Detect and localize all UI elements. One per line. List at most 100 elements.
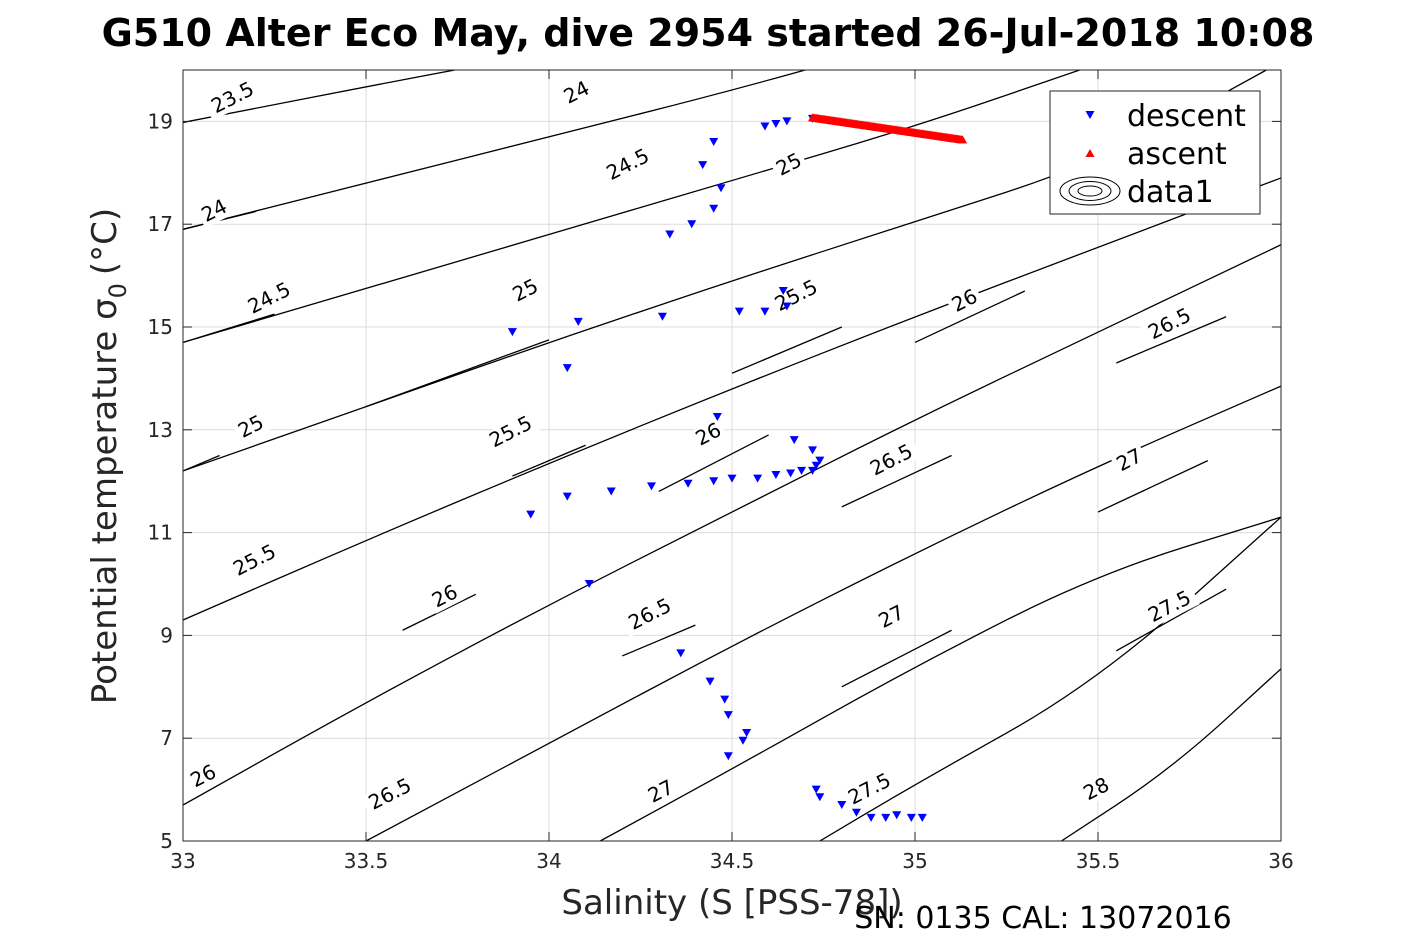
contour-label-bg — [184, 759, 223, 794]
density-contour-line — [183, 70, 808, 230]
descent-point — [606, 487, 616, 496]
contour-label: 26.5 — [861, 438, 922, 484]
descent-point — [808, 466, 818, 475]
contour-label: 27.5 — [1139, 584, 1200, 630]
contour-label: 26.5 — [360, 772, 421, 818]
x-axis-label: Salinity (S [PSS-78]) — [561, 883, 902, 923]
legend-label: data1 — [1127, 175, 1214, 210]
y-axis-label-subscript: 0 — [104, 283, 132, 298]
density-contour-line — [1061, 668, 1281, 841]
descent-point — [815, 793, 825, 802]
descent-point — [782, 117, 792, 126]
axis-ticks: 33 33.5 34 34.5 35 35.5 36 5 7 9 11 13 15 17 19 — [148, 70, 1294, 873]
contour-label-bg — [839, 766, 900, 813]
descent-point — [727, 474, 737, 483]
y-tick-label: 11 — [148, 521, 173, 545]
contour-label-bg — [1139, 301, 1200, 347]
descent-point — [851, 808, 861, 817]
descent-point — [709, 204, 719, 213]
descent-point — [562, 492, 572, 501]
descent-point — [738, 736, 748, 745]
y-tick-label: 13 — [148, 418, 173, 442]
descent-point — [734, 307, 744, 316]
density-contour-line — [914, 290, 1026, 344]
contour-label: 28 — [1077, 772, 1116, 807]
contour-label-bg — [231, 410, 271, 445]
density-contour-line — [819, 516, 1281, 841]
descent-point — [811, 461, 821, 470]
descent-point — [760, 122, 770, 131]
contour-label-bg — [769, 147, 809, 183]
density-contour-line — [183, 70, 459, 124]
contour-label-bg — [1139, 584, 1200, 630]
descent-point — [771, 119, 781, 128]
density-contour-line — [658, 434, 769, 493]
data-series — [507, 113, 968, 822]
contour-label: 26 — [425, 579, 465, 614]
descent-point — [742, 729, 752, 738]
density-contour-line — [841, 454, 952, 508]
contour-label: 25.5 — [224, 538, 285, 584]
contour-label: 25.5 — [766, 273, 827, 319]
descent-point — [786, 469, 796, 478]
density-contour-line — [183, 70, 1080, 344]
ascent-point — [958, 135, 968, 144]
contour-label: 26.5 — [1139, 301, 1200, 347]
descent-point — [716, 184, 726, 193]
contour-label: 24.5 — [598, 142, 659, 188]
y-tick-label: 5 — [160, 829, 173, 853]
descent-point — [683, 479, 693, 488]
x-tick-label: 33.5 — [344, 849, 389, 873]
contour-label-bg — [557, 75, 597, 111]
descent-point — [811, 785, 821, 794]
descent-point — [705, 677, 715, 686]
y-tick-label: 7 — [160, 726, 173, 750]
density-contour-line — [1115, 588, 1227, 652]
descent-point — [720, 695, 730, 704]
chart-title: G510 Alter Eco May, dive 2954 started 26… — [102, 11, 1315, 55]
y-axis-label: Potential temperature σ0 (°C) — [85, 208, 132, 704]
contour-label: 25 — [769, 147, 809, 183]
contour-label-bg — [224, 538, 285, 584]
contour-label-bg — [641, 775, 681, 810]
descent-point — [507, 328, 517, 337]
contour-label: 24 — [557, 75, 597, 111]
descent-point — [892, 811, 902, 820]
legend-box — [1049, 90, 1261, 215]
contour-label: 25 — [506, 273, 545, 308]
contour-label: 26.5 — [620, 592, 681, 638]
density-contour-line — [183, 454, 220, 472]
y-axis-label-text: Potential temperature σ — [85, 298, 125, 704]
density-contour-line — [183, 244, 1281, 806]
density-contour-line — [1097, 460, 1209, 513]
legend-contour-marker — [1059, 176, 1121, 206]
y-tick-label: 17 — [148, 212, 173, 236]
descent-point — [657, 312, 667, 321]
contour-label-bg — [360, 772, 421, 818]
contour-label-bg — [620, 592, 681, 638]
descent-point — [723, 711, 733, 720]
descent-point — [584, 580, 594, 588]
contour-label-bg — [195, 194, 234, 229]
descent-point — [709, 477, 719, 486]
contour-label-bg — [425, 579, 465, 614]
contour-label-bg — [766, 273, 827, 319]
x-tick-label: 33 — [170, 849, 195, 873]
descent-point — [687, 220, 697, 229]
descent-point — [782, 302, 792, 311]
descent-point — [573, 317, 583, 326]
contour-label: 25.5 — [481, 409, 541, 455]
density-contour-line — [731, 326, 843, 374]
x-tick-label: 36 — [1268, 849, 1293, 873]
descent-point — [723, 752, 733, 761]
contour-label: 27 — [1110, 443, 1149, 478]
contour-label-bg — [506, 273, 545, 308]
contour-label: 26 — [184, 759, 223, 794]
legend-contour-marker — [1068, 181, 1112, 201]
contour-label: 24 — [195, 194, 234, 229]
legend-descent-marker — [1085, 111, 1095, 119]
legend-label: ascent — [1127, 137, 1227, 172]
descent-point — [698, 161, 708, 170]
x-tick-label: 35.5 — [1076, 849, 1121, 873]
